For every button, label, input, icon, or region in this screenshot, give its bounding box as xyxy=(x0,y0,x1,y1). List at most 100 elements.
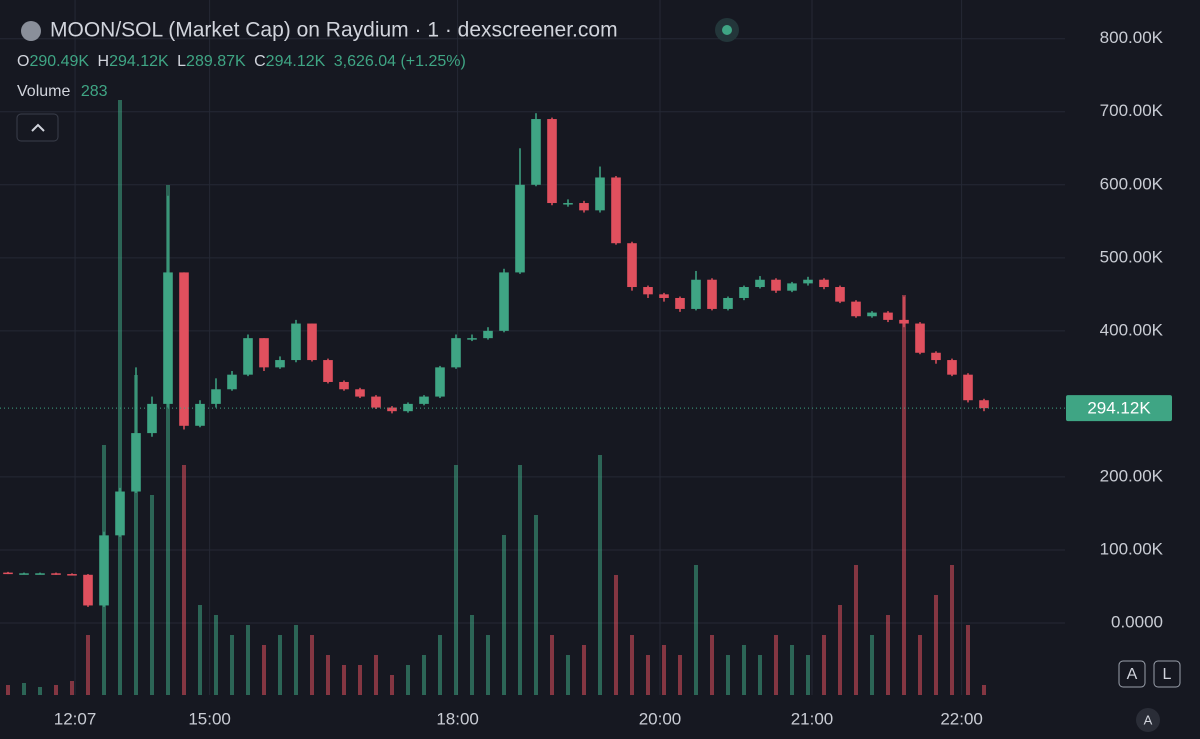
volume-bar xyxy=(54,685,58,695)
candle-body xyxy=(115,491,125,536)
y-tick-label: 200.00K xyxy=(1100,466,1164,485)
candle-body xyxy=(291,323,301,361)
volume-bar xyxy=(806,655,810,695)
volume-bar xyxy=(918,635,922,695)
volume-bar xyxy=(406,665,410,695)
volume-bar xyxy=(118,100,122,695)
volume-bar xyxy=(6,685,10,695)
volume-bar xyxy=(150,495,154,695)
y-tick-label: 700.00K xyxy=(1100,101,1164,120)
volume-bar xyxy=(646,655,650,695)
candle-body xyxy=(835,287,845,302)
candle-body xyxy=(787,283,797,291)
button-label: L xyxy=(1163,666,1172,683)
volume-bar xyxy=(774,635,778,695)
volume-bar xyxy=(374,655,378,695)
candle-body xyxy=(931,352,941,361)
volume-bar xyxy=(294,625,298,695)
volume-bar xyxy=(902,295,906,695)
token-avatar xyxy=(21,21,41,41)
y-tick-label: 100.00K xyxy=(1100,539,1164,558)
ohlc-legend: O290.49K H294.12K L289.87K C294.12K 3,62… xyxy=(17,53,466,70)
candle-body xyxy=(755,279,765,288)
footer-badge[interactable] xyxy=(1136,708,1160,732)
candle-body xyxy=(99,535,109,606)
y-tick-label: 400.00K xyxy=(1100,320,1164,339)
candle-body xyxy=(355,389,365,397)
candle-body xyxy=(3,572,13,575)
volume-bar xyxy=(246,625,250,695)
candle-body xyxy=(275,360,285,368)
volume-bar xyxy=(454,465,458,695)
candle-body xyxy=(19,573,29,575)
volume-bar xyxy=(502,535,506,695)
candle-body xyxy=(611,177,621,244)
x-tick-label: 22:00 xyxy=(940,709,983,728)
volume-bar xyxy=(598,455,602,695)
candle-body xyxy=(659,294,669,298)
volume-title: Volume xyxy=(17,83,70,100)
volume-bar xyxy=(870,635,874,695)
volume-bar xyxy=(838,605,842,695)
volume-bar xyxy=(710,635,714,695)
status-dot xyxy=(722,25,732,35)
auto-scale-button[interactable] xyxy=(1118,660,1146,688)
volume-bar xyxy=(518,465,522,695)
x-tick-label: 15:00 xyxy=(188,709,231,728)
candle-body xyxy=(451,338,461,368)
candle-body xyxy=(643,287,653,295)
volume-bar xyxy=(134,375,138,695)
legend-key: O xyxy=(17,53,29,70)
volume-bar xyxy=(262,645,266,695)
candle-body xyxy=(83,574,93,606)
candle-body xyxy=(435,367,445,397)
volume-bar xyxy=(886,615,890,695)
candle-body xyxy=(243,338,253,375)
candle-body xyxy=(851,301,861,317)
plot-area xyxy=(0,0,1065,695)
candle-body xyxy=(499,272,509,331)
y-tick-label: 0.0000 xyxy=(1111,612,1163,631)
x-tick-label: 21:00 xyxy=(791,709,834,728)
volume-bar xyxy=(470,615,474,695)
last-price-tag xyxy=(1066,395,1172,422)
candle-body xyxy=(403,403,413,412)
volume-bar xyxy=(342,665,346,695)
candle-body xyxy=(707,279,717,309)
candle-body xyxy=(195,403,205,426)
volume-bar xyxy=(566,655,570,695)
chevron-icon xyxy=(31,123,45,132)
volume-bar xyxy=(22,683,26,695)
collapse-button[interactable] xyxy=(16,113,59,142)
y-tick-label: 800.00K xyxy=(1100,28,1164,47)
candle-body xyxy=(739,287,749,298)
candle-body xyxy=(579,203,589,211)
volume-bar xyxy=(326,655,330,695)
candle-body xyxy=(723,297,733,309)
volume-bar xyxy=(662,645,666,695)
chart-title: MOON/SOL (Market Cap) on Raydium · 1 · d… xyxy=(50,19,618,42)
volume-bar xyxy=(422,655,426,695)
volume-bar xyxy=(38,687,42,695)
candle-body xyxy=(803,279,813,284)
volume-bar xyxy=(390,675,394,695)
volume-bar xyxy=(982,685,986,695)
candle-body xyxy=(259,338,269,368)
volume-bar xyxy=(790,645,794,695)
volume-bar xyxy=(182,465,186,695)
volume-bar xyxy=(854,565,858,695)
volume-bar xyxy=(70,681,74,695)
legend-key: L xyxy=(177,53,186,70)
x-tick-label: 20:00 xyxy=(639,709,682,728)
candle-body xyxy=(563,203,573,205)
volume-bar xyxy=(966,625,970,695)
candle-body xyxy=(963,374,973,401)
volume-bar xyxy=(694,565,698,695)
x-tick-label: 18:00 xyxy=(436,709,479,728)
volume-bar xyxy=(678,655,682,695)
candle-body xyxy=(979,400,989,409)
log-scale-button[interactable] xyxy=(1153,660,1181,688)
volume-bar xyxy=(278,635,282,695)
legend-value: 289.87K xyxy=(186,53,246,70)
